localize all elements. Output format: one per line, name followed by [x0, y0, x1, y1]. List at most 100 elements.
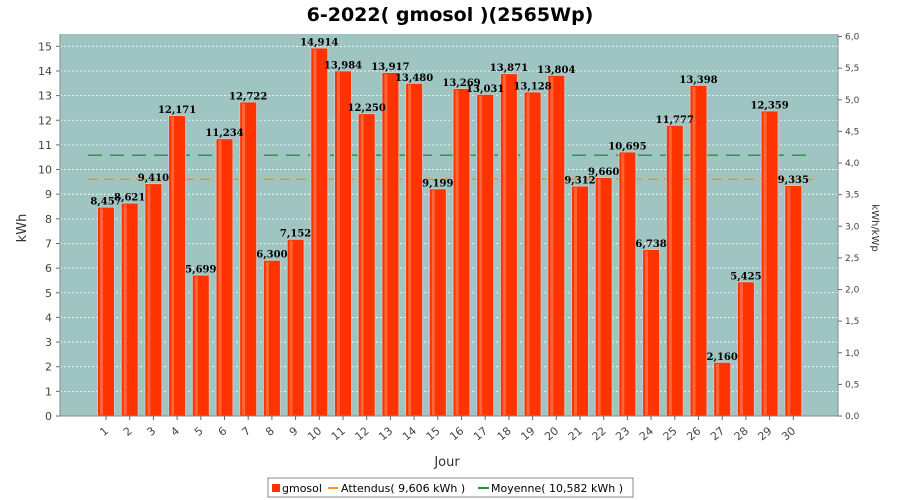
bar-highlight — [550, 76, 554, 416]
data-label: 8,457 — [90, 197, 121, 208]
data-label: 9,335 — [778, 175, 809, 186]
x-tick-label: 27 — [708, 424, 727, 443]
bar-highlight — [360, 115, 364, 415]
y2-tick-label: 0,5 — [845, 380, 859, 390]
bar-highlight — [242, 103, 246, 415]
y2-axis-label: kWh/kWp — [869, 204, 880, 251]
y-tick-label: 5 — [45, 287, 52, 300]
data-label: 13,398 — [679, 75, 717, 86]
y2-tick-label: 3,5 — [845, 191, 859, 201]
x-tick-label: 29 — [755, 424, 774, 443]
data-label: 12,722 — [229, 91, 267, 102]
y-tick-label: 13 — [38, 90, 52, 103]
legend-label-moyenne: Moyenne( 10,582 kWh ) — [491, 482, 623, 495]
x-tick-label: 2 — [121, 424, 135, 438]
data-label: 13,128 — [513, 81, 551, 92]
y2-tick-label: 3,0 — [845, 222, 860, 232]
data-label: 11,777 — [656, 115, 694, 126]
y2-tick-label: 1,5 — [845, 317, 859, 327]
data-label: 8,621 — [114, 193, 145, 204]
data-label: 14,914 — [300, 37, 338, 48]
data-label: 12,250 — [348, 103, 386, 114]
y-tick-label: 10 — [38, 164, 52, 177]
x-tick-label: 7 — [239, 424, 253, 438]
y-tick-label: 3 — [45, 336, 52, 349]
bar-highlight — [408, 84, 412, 415]
legend: gmosol Attendus( 9,606 kWh ) Moyenne( 10… — [267, 477, 634, 498]
bar-highlight — [123, 204, 127, 415]
x-tick-label: 26 — [684, 424, 703, 443]
x-tick-label: 22 — [590, 424, 609, 443]
x-tick-label: 28 — [732, 424, 751, 443]
x-tick-label: 18 — [495, 424, 514, 443]
bar-highlight — [218, 140, 222, 415]
y-axis-label: kWh — [15, 214, 30, 243]
bar-highlight — [668, 126, 672, 415]
y2-tick-label: 5,0 — [845, 96, 860, 106]
bar-highlight — [171, 117, 175, 416]
bar-highlight — [763, 112, 767, 415]
y2-tick-label: 5,5 — [845, 64, 859, 74]
x-tick-label: 16 — [447, 424, 466, 443]
x-tick-label: 5 — [192, 424, 206, 438]
bar-highlight — [692, 86, 696, 415]
x-tick-label: 15 — [424, 424, 443, 443]
x-tick-label: 25 — [661, 424, 680, 443]
data-label: 13,031 — [466, 84, 504, 95]
data-label: 13,480 — [395, 73, 433, 84]
x-tick-label: 30 — [779, 424, 798, 443]
data-label: 9,660 — [588, 167, 619, 178]
x-tick-label: 17 — [471, 424, 490, 443]
data-label: 12,359 — [750, 100, 788, 111]
data-label: 9,199 — [422, 178, 453, 189]
data-label: 13,871 — [490, 63, 528, 74]
x-tick-label: 11 — [329, 424, 348, 443]
y-tick-label: 15 — [38, 40, 52, 53]
y2-tick-label: 4,5 — [845, 127, 859, 137]
data-label: 5,425 — [730, 271, 761, 282]
y-tick-label: 1 — [45, 385, 52, 398]
bar-highlight — [597, 178, 601, 415]
bar-highlight — [337, 72, 340, 416]
y2-tick-label: 0,0 — [845, 412, 860, 422]
x-axis-label: Jour — [433, 455, 460, 470]
bar-highlight — [194, 276, 198, 415]
x-tick-label: 21 — [566, 424, 585, 443]
bar-highlight — [289, 240, 293, 415]
data-label: 11,234 — [205, 128, 243, 139]
x-tick-label: 3 — [145, 424, 159, 438]
y2-tick-label: 4,0 — [845, 159, 860, 169]
x-tick-label: 20 — [542, 424, 561, 443]
x-tick-label: 1 — [97, 424, 111, 438]
bar-highlight — [645, 250, 649, 415]
bar-highlight — [265, 261, 269, 415]
plot-background — [60, 34, 838, 416]
bar-highlight — [479, 95, 483, 415]
bar-highlight — [147, 185, 151, 415]
y-tick-label: 14 — [38, 65, 52, 78]
legend-label-gmosol: gmosol — [282, 482, 322, 495]
legend-swatch-gmosol — [272, 484, 280, 492]
y-tick-label: 12 — [38, 114, 52, 127]
data-label: 12,171 — [158, 105, 196, 116]
y2-tick-label: 1,0 — [845, 349, 860, 359]
bar-highlight — [716, 363, 720, 415]
y2-tick-label: 2,0 — [845, 286, 860, 296]
data-label: 5,699 — [185, 265, 216, 276]
data-label: 13,269 — [442, 78, 480, 89]
bar-highlight — [384, 74, 388, 415]
y-tick-label: 0 — [45, 410, 52, 423]
bar-highlight — [787, 186, 791, 415]
data-label: 6,300 — [256, 250, 287, 261]
data-label: 2,160 — [707, 352, 738, 363]
y2-tick-label: 2,5 — [845, 254, 859, 264]
bar-highlight — [526, 93, 530, 416]
data-label: 13,984 — [324, 60, 362, 71]
y-tick-label: 9 — [45, 188, 52, 201]
x-tick-label: 13 — [376, 424, 395, 443]
chart-title: 6-2022( gmosol )(2565Wp) — [307, 4, 594, 26]
legend-label-attendus: Attendus( 9,606 kWh ) — [341, 482, 465, 495]
